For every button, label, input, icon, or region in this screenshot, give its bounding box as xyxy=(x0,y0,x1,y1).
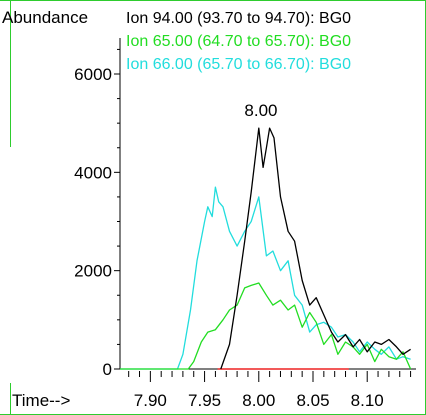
left-border-strip-bottom xyxy=(0,383,11,415)
x-tick-label: 8.10 xyxy=(351,391,384,410)
x-tick-label: 8.05 xyxy=(296,391,329,410)
y-tick-label: 0 xyxy=(103,360,112,379)
series-line-3 xyxy=(120,186,411,370)
x-tick-label: 7.95 xyxy=(188,391,221,410)
annotations: 8.00 xyxy=(244,101,277,120)
legend-entry-1: Ion 94.00 (93.70 to 94.70): BG0 xyxy=(126,10,351,27)
ticks: 0 2000 4000 6000 7.90 7.95 8.00 8.05 8.10 xyxy=(74,48,412,410)
x-tick-label: 7.90 xyxy=(134,391,167,410)
series-line-1 xyxy=(220,127,411,370)
legend-entry-2: Ion 65.00 (64.70 to 65.70): BG0 xyxy=(126,33,351,50)
x-axis-label: Time--> xyxy=(12,391,70,410)
y-tick-label: 2000 xyxy=(74,262,112,281)
series-line-2 xyxy=(120,282,412,370)
y-tick-label: 6000 xyxy=(74,65,112,84)
y-axis-label: Abundance xyxy=(2,8,88,27)
left-border-strip-top xyxy=(0,0,11,147)
legend: Ion 94.00 (93.70 to 94.70): BG0 Ion 65.00… xyxy=(126,10,351,73)
y-tick-label: 4000 xyxy=(74,163,112,182)
x-tick-label: 8.00 xyxy=(242,391,275,410)
series-lines xyxy=(120,127,412,370)
legend-entry-3: Ion 66.00 (65.70 to 66.70): BG0 xyxy=(126,56,351,73)
axes xyxy=(119,38,416,370)
peak-label: 8.00 xyxy=(244,101,277,120)
